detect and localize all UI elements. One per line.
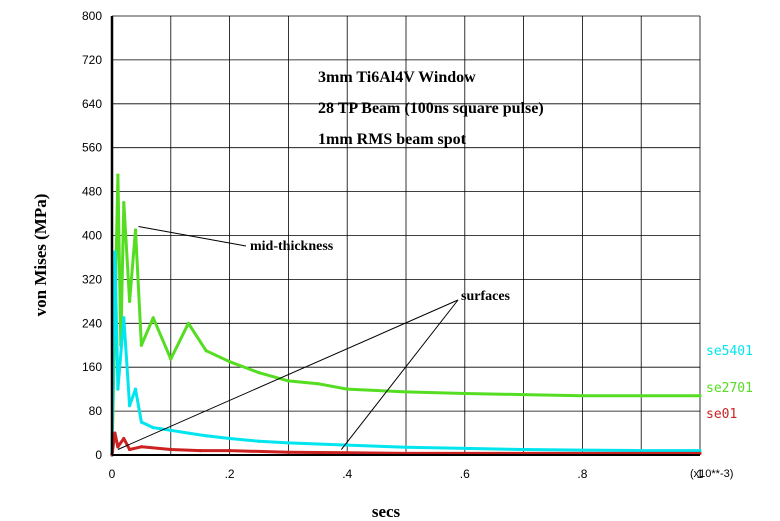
y-tick-label: 80 <box>89 404 103 418</box>
axes <box>110 16 700 456</box>
data-point-se2701 <box>345 387 349 391</box>
mid-thickness-leader <box>138 226 247 247</box>
y-tick-label: 560 <box>82 141 102 155</box>
annotation-line-2: 28 TP Beam (100ns square pulse) <box>318 100 544 117</box>
y-tick-label: 480 <box>82 185 102 199</box>
data-point-se2701 <box>639 394 643 398</box>
data-point-se2701 <box>316 382 320 386</box>
data-point-se5401 <box>463 446 467 451</box>
data-point-se2701 <box>139 343 143 347</box>
data-point-se2701 <box>580 394 585 398</box>
x-tick-label: 0 <box>109 467 116 481</box>
data-point-se5401 <box>404 445 408 449</box>
data-point-se2701 <box>463 391 467 396</box>
data-point-se2701 <box>128 299 132 303</box>
legend-se2701: se2701 <box>706 381 753 396</box>
surfaces-leader <box>117 299 459 450</box>
data-point-se2701 <box>151 316 155 320</box>
data-point-se5401 <box>139 420 143 424</box>
surfaces-label: surfaces <box>461 289 511 304</box>
data-point-se5401 <box>204 434 208 438</box>
annotation-line-3: 1mm RMS beam spot <box>318 131 467 148</box>
data-point-se01 <box>116 445 120 449</box>
data-point-se5401 <box>116 387 120 391</box>
data-point-se5401 <box>122 316 126 320</box>
y-tick-label: 720 <box>82 53 102 67</box>
data-point-se5401 <box>345 443 349 447</box>
data-point-se01 <box>228 449 232 453</box>
data-point-se5401 <box>169 428 173 432</box>
data-point-se01 <box>198 449 202 453</box>
data-point-se5401 <box>113 250 117 254</box>
annotation-line-1: 3mm Ti6Al4V Window <box>318 69 476 86</box>
data-point-se5401 <box>286 441 290 445</box>
x-tick-label: .4 <box>342 467 352 481</box>
data-point-se01 <box>169 447 173 452</box>
data-point-se5401 <box>522 447 526 452</box>
y-tick-label: 160 <box>82 360 102 374</box>
data-point-se01 <box>345 451 349 455</box>
annotations: mid-thickness surfaces <box>117 226 511 450</box>
data-point-se2701 <box>228 360 232 364</box>
y-tick-label: 320 <box>82 272 102 286</box>
data-point-se2701 <box>204 349 208 353</box>
x-tick-label: 1 <box>697 467 704 481</box>
tick-labels: 0 .2 .4 .6 .8 1 0 80 160 240 320 400 480 560 640 720 800 <box>82 9 704 481</box>
data-point-se2701 <box>257 371 261 375</box>
legend-se01: se01 <box>706 407 737 422</box>
data-point-se5401 <box>228 436 232 441</box>
surfaces-leader <box>340 299 459 450</box>
data-point-se2701 <box>698 394 702 398</box>
legend: se5401 se2701 se01 <box>706 344 753 422</box>
data-point-se01 <box>113 431 117 435</box>
data-point-se2701 <box>186 321 191 325</box>
data-point-se2701 <box>522 393 526 397</box>
data-point-se2701 <box>133 228 138 232</box>
data-point-se01 <box>139 445 143 449</box>
data-point-se01 <box>122 436 126 441</box>
y-tick-label: 0 <box>95 448 102 462</box>
data-point-se5401 <box>698 449 702 453</box>
data-point-se2701 <box>169 357 173 361</box>
y-tick-label: 800 <box>82 9 102 23</box>
data-point-se2701 <box>116 173 120 177</box>
data-point-se5401 <box>128 404 132 408</box>
legend-se5401: se5401 <box>706 344 753 359</box>
data-point-se5401 <box>580 448 585 452</box>
x-multiplier-label: (x10**-3) <box>690 468 733 480</box>
data-point-se2701 <box>404 390 408 394</box>
x-axis-title: secs <box>372 502 401 521</box>
data-point-se5401 <box>639 449 643 453</box>
data-point-se5401 <box>257 439 261 443</box>
x-tick-label: .8 <box>577 467 587 481</box>
annotation-box: 3mm Ti6Al4V Window 28 TP Beam (100ns squ… <box>318 69 544 148</box>
data-point-se5401 <box>133 387 138 391</box>
mid-thickness-label: mid-thickness <box>250 239 334 254</box>
data-point-se5401 <box>151 425 155 430</box>
y-tick-label: 400 <box>82 229 102 243</box>
x-tick-label: .6 <box>460 467 470 481</box>
data-point-se01 <box>286 450 290 454</box>
data-point-se01 <box>128 447 132 452</box>
y-tick-label: 240 <box>82 316 102 330</box>
data-point-se2701 <box>286 379 290 383</box>
y-axis-title: von Mises (MPa) <box>31 194 50 317</box>
y-tick-label: 640 <box>82 97 102 111</box>
x-tick-label: .2 <box>225 467 235 481</box>
data-point-se5401 <box>186 431 191 435</box>
data-point-se2701 <box>122 200 126 205</box>
